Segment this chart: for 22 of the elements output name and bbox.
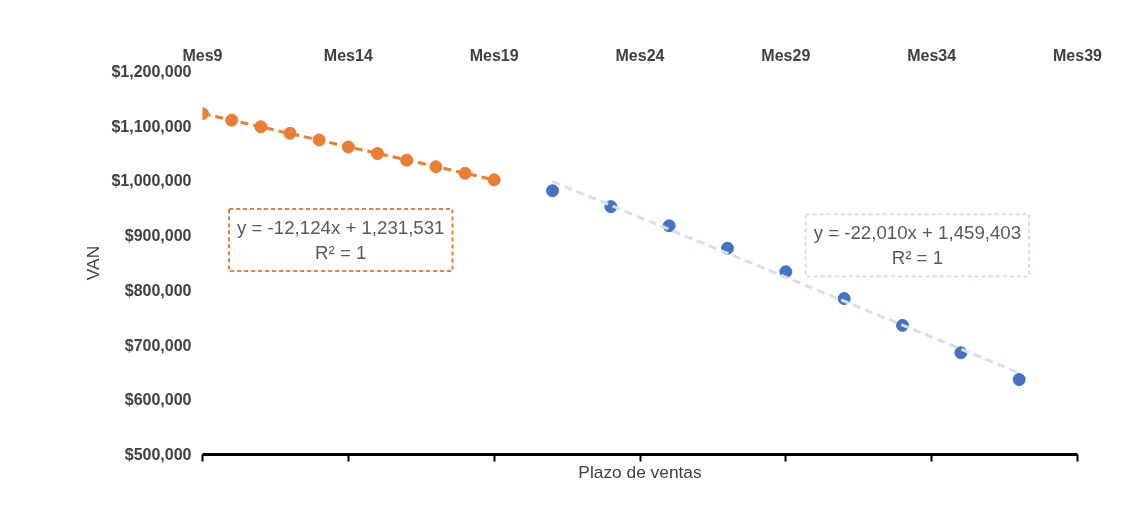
y-tick-label: $800,000 — [124, 281, 192, 299]
x-tick-label: Mes34 — [907, 46, 957, 64]
y-tick-label: $500,000 — [124, 446, 192, 463]
x-tick-label: Mes9 — [182, 46, 223, 64]
x-tick-label: Mes29 — [761, 46, 811, 64]
annotation: y = -22,010x + 1,459,403 R² = 1 — [813, 222, 1022, 269]
x-tick-label: Mes24 — [615, 46, 665, 64]
x-tick-label: Mes39 — [1053, 46, 1103, 64]
y-tick-label: $1,200,000 — [111, 63, 192, 80]
point — [487, 173, 501, 187]
y-tick-label: $1,100,000 — [111, 117, 192, 135]
y-tick-label: $900,000 — [124, 227, 192, 245]
y-tick-label: $600,000 — [124, 391, 192, 409]
y-axis-title: VAN — [83, 245, 104, 281]
point — [1012, 373, 1026, 387]
x-axis-title: Plazo de ventas — [578, 461, 702, 482]
y-tick-label: $1,000,000 — [111, 172, 192, 190]
x-tick-label: Mes14 — [323, 46, 373, 64]
point — [546, 184, 559, 198]
annotation: y = -12,124x + 1,231,531 R² = 1 — [237, 216, 445, 264]
y-tick-label: $700,000 — [124, 336, 192, 354]
x-tick-label: Mes19 — [469, 46, 519, 64]
